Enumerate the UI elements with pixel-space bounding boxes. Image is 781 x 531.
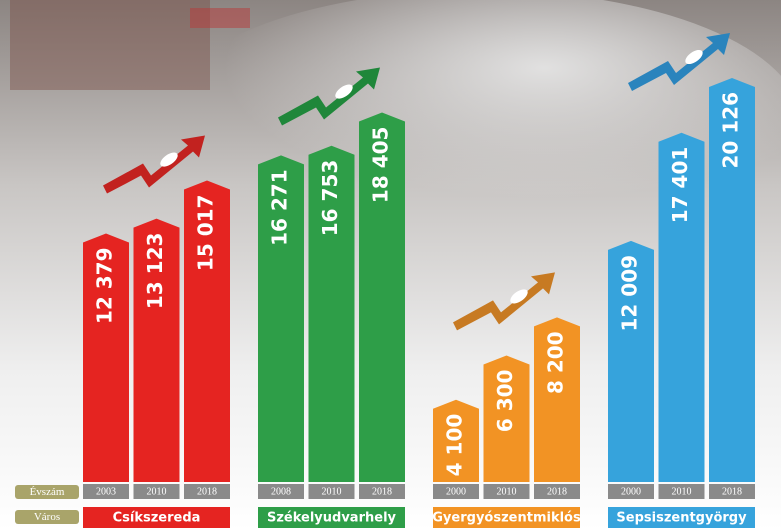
year-label: 2000 [621,486,641,497]
row-label: Évszám [30,486,65,498]
city-label: Csíkszereda [113,511,201,526]
value-label: 20 126 [719,92,743,169]
year-label: 2000 [446,486,466,497]
year-label: 2018 [547,486,567,497]
value-label: 15 017 [194,195,218,272]
value-label: 4 100 [443,414,467,477]
background-light [190,8,250,28]
value-label: 17 401 [668,147,692,224]
value-label: 18 405 [369,127,393,204]
year-label: 2010 [147,486,167,497]
value-label: 16 753 [318,160,342,237]
year-label: 2018 [372,486,392,497]
year-label: 2010 [672,486,692,497]
chart: Évszám Város 12 379 2003 13 123 2010 15 017 2… [0,0,781,531]
value-label: 8 200 [544,331,568,394]
value-label: 13 123 [143,233,167,310]
year-label: 2018 [722,486,742,497]
year-label: 2010 [497,486,517,497]
value-label: 16 271 [268,169,292,246]
value-label: 6 300 [493,370,517,433]
year-label: 2010 [322,486,342,497]
city-label: Sepsiszentgyörgy [616,511,747,526]
year-label: 2018 [197,486,217,497]
value-label: 12 009 [618,255,642,332]
city-label: Gyergyószentmiklós [432,511,581,526]
city-label: Székelyudvarhely [267,511,397,526]
year-label: 2003 [96,486,116,497]
value-label: 12 379 [93,248,117,325]
row-label: Város [34,511,60,523]
year-label: 2008 [271,486,291,497]
